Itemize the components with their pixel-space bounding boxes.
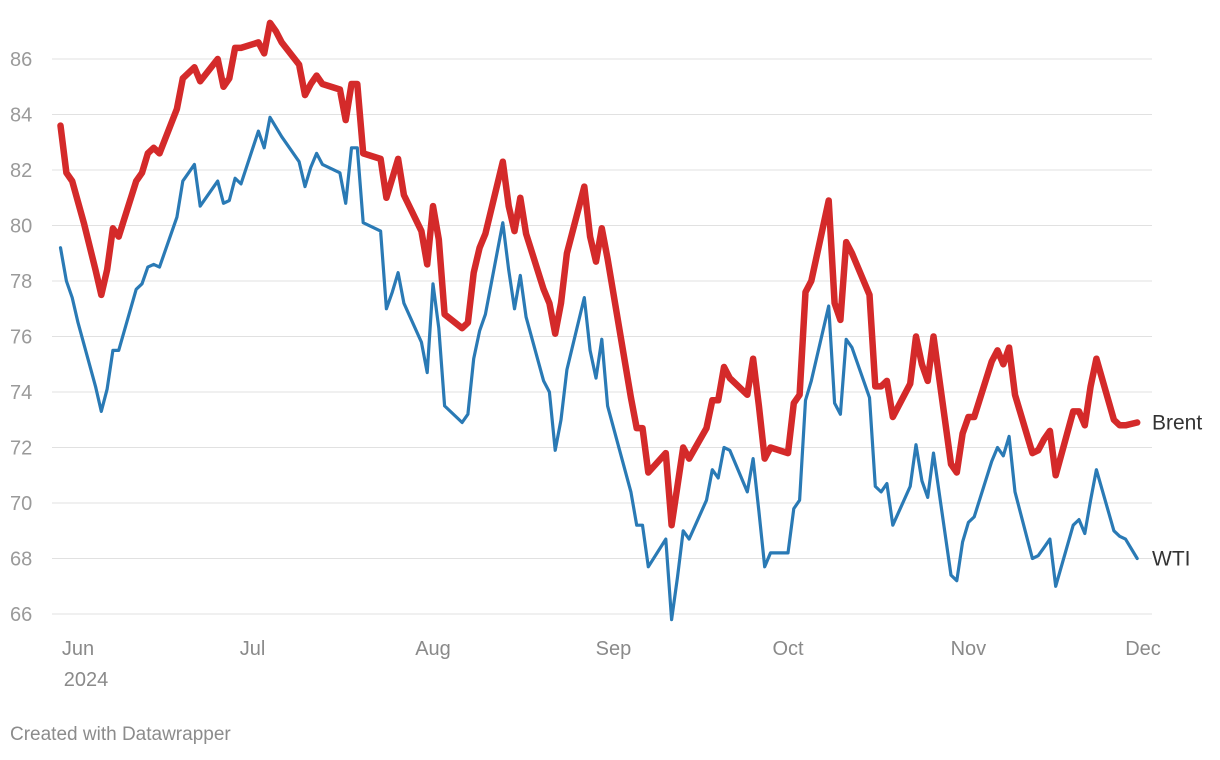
y-axis: 66 68 70 72 74 76 78 80 82 84 86 xyxy=(10,49,32,626)
x-tick-label: Jul xyxy=(240,638,266,660)
y-tick-label: 86 xyxy=(10,49,32,71)
y-tick-label: 82 xyxy=(10,160,32,182)
y-tick-label: 66 xyxy=(10,604,32,626)
series-line-brent[interactable] xyxy=(57,19,1141,529)
series-line-wti[interactable] xyxy=(58,115,1139,622)
x-axis: Jun 2024 Jul Aug Sep Oct Nov Dec xyxy=(62,638,1161,691)
y-tick-label: 76 xyxy=(10,327,32,349)
x-tick-label: Dec xyxy=(1125,638,1161,660)
series-label-brent: Brent xyxy=(1152,412,1202,435)
series-label-wti: WTI xyxy=(1152,548,1190,571)
x-tick-sublabel: 2024 xyxy=(64,669,109,691)
x-tick-label: Nov xyxy=(951,638,987,660)
y-tick-label: 80 xyxy=(10,216,32,238)
y-tick-label: 78 xyxy=(10,271,32,293)
x-tick-label: Sep xyxy=(596,638,632,660)
credit-text[interactable]: Created with Datawrapper xyxy=(10,724,231,745)
gridlines xyxy=(52,58,1152,615)
y-tick-label: 70 xyxy=(10,493,32,515)
x-tick-label: Oct xyxy=(772,638,804,660)
line-chart: 66 68 70 72 74 76 78 80 82 84 86 Jun 2024 Jul Aug Sep Oc… xyxy=(10,19,1202,691)
x-tick-label: Aug xyxy=(415,638,451,660)
y-tick-label: 74 xyxy=(10,382,32,404)
y-tick-label: 84 xyxy=(10,105,32,127)
y-tick-label: 68 xyxy=(10,549,32,571)
x-tick-label: Jun xyxy=(62,638,94,660)
y-tick-label: 72 xyxy=(10,438,32,460)
